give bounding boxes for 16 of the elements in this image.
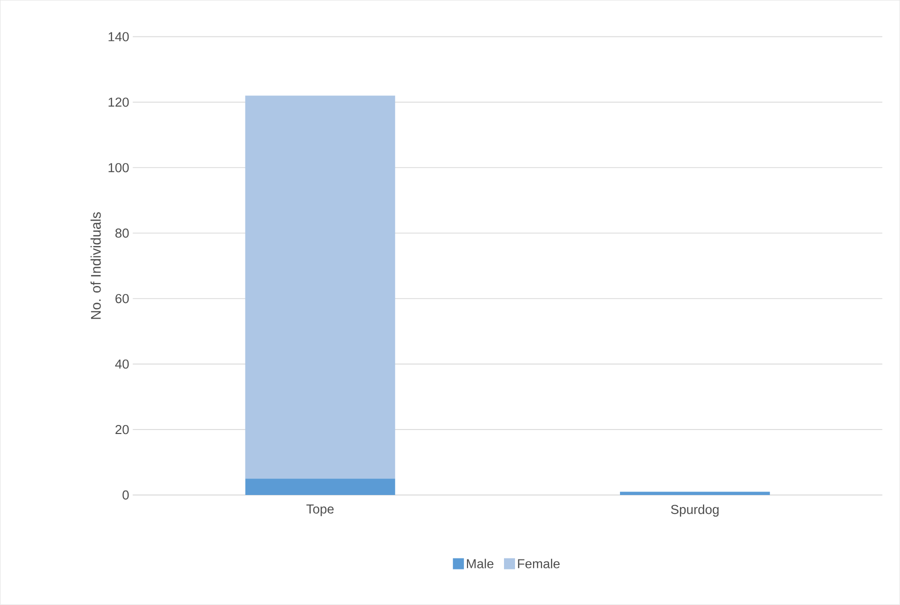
y-tick-label: 120 — [108, 98, 129, 107]
y-tick-label: 20 — [116, 425, 129, 434]
y-tick-label: 100 — [108, 163, 129, 172]
y-tick-label: 80 — [115, 228, 129, 238]
y-tick-label: 140 — [108, 32, 129, 42]
y-tick-label: 0 — [122, 490, 129, 500]
bar — [620, 492, 770, 496]
y-tick-label: 60 — [116, 294, 129, 304]
bar — [245, 96, 396, 479]
y-axis-title: No. of Individuals — [90, 212, 101, 319]
y-tick-label: 40 — [115, 360, 129, 369]
legend-label: Male — [466, 558, 494, 568]
bar — [245, 478, 396, 496]
legend-label: Female — [518, 558, 560, 568]
x-tick-label: Tope — [306, 504, 334, 516]
x-tick-label: Spurdog — [671, 504, 719, 517]
